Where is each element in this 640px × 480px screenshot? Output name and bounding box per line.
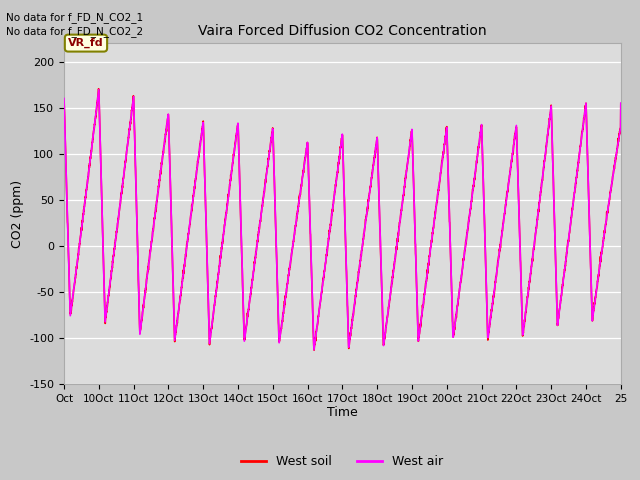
West soil <box>310 347 318 353</box>
West air <box>60 96 68 101</box>
West soil <box>60 93 68 99</box>
Text: No data for f_FD_N_CO2_1: No data for f_FD_N_CO2_1 <box>6 12 143 23</box>
Text: No data for f_FD_N_CO2_2: No data for f_FD_N_CO2_2 <box>6 26 143 37</box>
West soil <box>611 160 619 166</box>
West air <box>414 331 422 336</box>
West air <box>310 347 318 353</box>
West air <box>463 231 471 237</box>
West air <box>174 311 182 316</box>
West soil <box>414 329 422 335</box>
West air <box>617 100 625 106</box>
West air <box>532 227 540 233</box>
Y-axis label: CO2 (ppm): CO2 (ppm) <box>11 180 24 248</box>
Text: VR_fd: VR_fd <box>68 38 104 48</box>
West air <box>499 225 506 231</box>
Title: Vaira Forced Diffusion CO2 Concentration: Vaira Forced Diffusion CO2 Concentration <box>198 24 486 38</box>
West soil <box>463 231 471 237</box>
West air <box>95 87 102 93</box>
Line: West soil: West soil <box>64 89 621 350</box>
West soil <box>532 227 540 232</box>
X-axis label: Time: Time <box>327 407 358 420</box>
West soil <box>174 311 182 316</box>
West soil <box>95 86 102 92</box>
West soil <box>617 101 625 107</box>
Legend: West soil, West air: West soil, West air <box>236 450 449 473</box>
West soil <box>499 225 506 231</box>
West air <box>611 160 619 166</box>
Line: West air: West air <box>64 90 621 350</box>
